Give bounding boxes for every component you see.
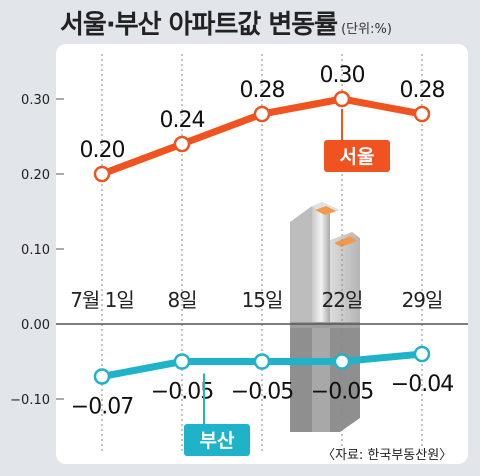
data-label-0-0: 0.20 [80, 138, 125, 163]
series-layer: 0.200.240.280.300.28−0.07−0.05 −0.05 −0.05… [71, 63, 454, 420]
point-1-0 [93, 368, 111, 385]
point-0-4 [413, 105, 431, 123]
point-1-4 [413, 345, 431, 363]
series-0: 0.20 0.24 0.28 0.30 0.28 [80, 63, 445, 183]
legend-label-1: 부산 [200, 430, 235, 452]
data-label-1-3: −0.05 [311, 380, 373, 405]
point-1-2 [253, 353, 271, 370]
point-0-1 [173, 135, 191, 153]
y-tick-label-4: −0.10 [10, 393, 50, 408]
point-1-3 [333, 353, 351, 370]
x-tick-label-0: 7월 1일 [70, 288, 134, 312]
data-label-0-4: 0.28 [400, 78, 445, 103]
series-1: −0.07−0.05 −0.05 −0.05 −0.04 [71, 345, 454, 420]
x-tick-label-1: 8일 [167, 288, 196, 312]
chart-title-text: 서울·부산 아파트값 변동률 [60, 10, 338, 40]
point-1-1 [173, 353, 191, 370]
unit-label: (단위:%) [341, 22, 392, 37]
data-label-0-3: 0.30 [320, 63, 365, 88]
legend-label-0: 서울 [340, 146, 375, 168]
x-tick-label-3: 22일 [322, 288, 363, 312]
point-0-0 [93, 165, 111, 183]
data-label-1-0: −0.07 [71, 395, 133, 420]
y-tick-label-1: 0.20 [21, 168, 50, 183]
y-tick-label-3: 0.00 [21, 318, 50, 333]
legend-box-0 [324, 140, 390, 172]
legend-box-1 [184, 424, 250, 456]
legend-tag-1: 부산 [184, 373, 250, 456]
building-illustration [290, 202, 360, 432]
data-label-1-4: −0.04 [391, 372, 453, 397]
data-label-0-2: 0.28 [240, 78, 285, 103]
x-axis: 7월 1일 8일 15일 22일 29일 [56, 288, 468, 325]
legend-tag-0: 서울 [324, 109, 390, 172]
x-tick-label-4: 29일 [402, 288, 443, 312]
y-tick-label-0: 0.30 [21, 93, 50, 108]
y-axis: 0.30 0.20 0.10 0.00 −0.10 [10, 93, 64, 408]
data-label-0-1: 0.24 [160, 108, 205, 133]
chart-title: 서울·부산 아파트값 변동률 (단위:%) [60, 4, 392, 42]
x-tick-label-2: 15일 [242, 288, 283, 312]
point-0-3 [333, 90, 351, 108]
point-0-2 [253, 105, 271, 123]
data-label-1-2: −0.05 [231, 380, 293, 405]
source-note: 〈자료: 한국부동산원〉 [322, 448, 453, 463]
y-tick-label-2: 0.10 [21, 243, 50, 258]
